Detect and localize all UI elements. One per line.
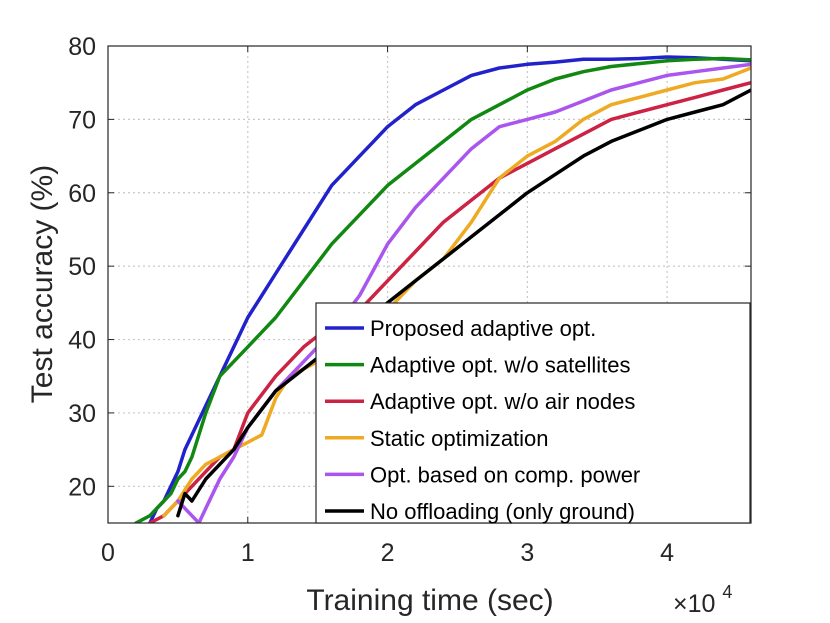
x-tick-label: 1 — [241, 539, 255, 567]
series-line-6 — [176, 88, 751, 518]
x-multiplier: ×10 4 — [673, 582, 732, 618]
y-tick-label: 20 — [68, 473, 96, 501]
y-axis-label: Test accuracy (%) — [26, 165, 59, 403]
legend-box — [315, 302, 751, 524]
x-tick-label: 4 — [660, 539, 674, 567]
legend-label: No offloading (only ground) — [370, 499, 635, 524]
x-tick-label: 0 — [101, 539, 115, 567]
x-multiplier-exp: 4 — [722, 582, 732, 602]
legend-label: Adaptive opt. w/o air nodes — [370, 389, 635, 414]
legend-label: Static optimization — [370, 426, 549, 451]
x-tick-label: 3 — [520, 539, 534, 567]
series-line-2 — [134, 56, 751, 523]
series-line-5 — [176, 62, 751, 523]
legend-label: Opt. based on comp. power — [370, 462, 640, 487]
y-tick-label: 30 — [68, 400, 96, 428]
y-tick-label: 80 — [68, 33, 96, 61]
y-tick-label: 40 — [68, 327, 96, 355]
legend-label: Adaptive opt. w/o satellites — [370, 353, 630, 378]
x-tick-label: 2 — [381, 539, 395, 567]
series-layer — [134, 55, 751, 523]
ticks: 0 1 2 3 4 20 30 40 50 60 70 80 — [68, 33, 751, 567]
y-tick-label: 60 — [68, 180, 96, 208]
y-tick-label: 50 — [68, 253, 96, 281]
y-tick-label: 70 — [68, 106, 96, 134]
series-line-3 — [148, 80, 751, 523]
legend: Proposed adaptive opt. Adaptive opt. w/o … — [315, 302, 751, 524]
series-line-1 — [148, 55, 751, 523]
legend-label: Proposed adaptive opt. — [370, 316, 596, 341]
x-axis-label: Training time (sec) — [306, 584, 553, 617]
x-multiplier-base: ×10 — [673, 590, 715, 618]
